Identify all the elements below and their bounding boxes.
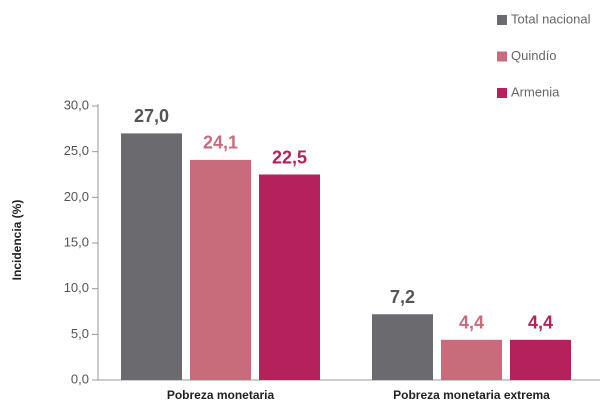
legend-swatch — [497, 88, 507, 98]
legend-label: Total nacional — [511, 11, 591, 26]
bar — [372, 314, 433, 380]
y-tick-label: 25,0 — [64, 143, 89, 158]
y-tick-label: 10,0 — [64, 280, 89, 295]
value-label: 4,4 — [528, 313, 553, 333]
legend-label: Armenia — [511, 84, 560, 99]
value-label: 4,4 — [459, 313, 484, 333]
y-tick-label: 30,0 — [64, 97, 89, 112]
value-label: 24,1 — [203, 133, 238, 153]
y-tick-label: 5,0 — [71, 326, 89, 341]
bar — [190, 159, 251, 380]
bar — [441, 339, 502, 380]
legend-swatch — [497, 51, 507, 62]
value-label: 22,5 — [272, 147, 307, 167]
x-tick-label: Pobreza monetaria extrema — [393, 388, 550, 402]
y-tick-label: 15,0 — [64, 234, 89, 249]
bar — [510, 339, 571, 380]
value-label: 7,2 — [390, 287, 415, 307]
y-tick-label: 0,0 — [71, 371, 89, 386]
bar — [121, 133, 182, 380]
y-tick-label: 20,0 — [64, 189, 89, 204]
x-tick-label: Pobreza monetaria — [167, 388, 275, 402]
legend-label: Quindío — [511, 48, 557, 63]
y-axis-label: Incidencia (%) — [10, 200, 24, 281]
bar — [259, 174, 320, 380]
value-label: 27,0 — [134, 106, 169, 126]
legend-swatch — [497, 15, 507, 25]
